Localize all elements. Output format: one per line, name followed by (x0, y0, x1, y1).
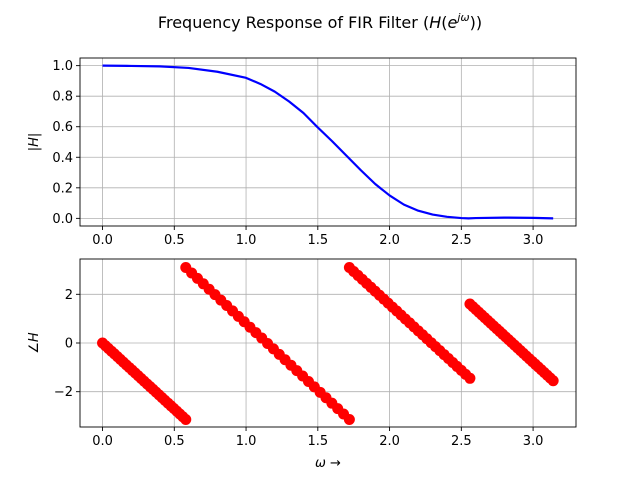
phase-point-2-28 (464, 372, 476, 384)
magnitude-xtick-label-3: 1.5 (307, 233, 328, 248)
title-main: Frequency Response of FIR Filter ( (158, 13, 429, 32)
phase-xtick-label-3: 1.5 (307, 434, 328, 449)
magnitude-xtick-label-2: 1.0 (236, 233, 257, 248)
title-exponent: jω (455, 11, 469, 24)
figure-title: Frequency Response of FIR Filter (H(ejω)… (158, 11, 482, 32)
phase-ytick-label-0: −2 (54, 385, 73, 400)
phase-point-3-28 (547, 375, 559, 387)
magnitude-ylabel: |H| (27, 133, 42, 152)
title-paren: ( (441, 13, 447, 32)
magnitude-ytick-label-5: 1.0 (52, 59, 73, 74)
phase-ylabel: ∠H (27, 332, 42, 354)
phase-axes: 0.0 0.5 1.0 1.5 2.0 2.5 3.0 −2 0 2 (54, 258, 577, 449)
magnitude-ytick-label-4: 0.8 (52, 90, 73, 105)
phase-point-0-28 (180, 413, 192, 425)
phase-xtick-label-0: 0.0 (92, 434, 113, 449)
magnitude-ytick-label-0: 0.0 (52, 212, 73, 227)
magnitude-xtick-label-5: 2.5 (451, 233, 472, 248)
magnitude-frame (79, 57, 577, 227)
phase-xlabel: ω → (315, 456, 341, 471)
title-h: H (429, 13, 441, 32)
magnitude-ytick-label-3: 0.6 (52, 120, 73, 135)
magnitude-xtick-label-4: 2.0 (379, 233, 400, 248)
phase-point-1-28 (343, 413, 355, 425)
phase-ytick-label-2: 2 (65, 288, 73, 303)
phase-xtick-label-5: 2.5 (451, 434, 472, 449)
phase-xtick-label-2: 1.0 (236, 434, 257, 449)
magnitude-series-line-0 (102, 64, 554, 220)
magnitude-xtick-label-6: 3.0 (523, 233, 544, 248)
title-close: )) (470, 13, 482, 32)
magnitude-axes: 0.0 0.5 1.0 1.5 2.0 2.5 3.0 0.0 0.2 0.4 0.6 0.8 1.0 (52, 57, 577, 248)
magnitude-ytick-label-1: 0.2 (52, 181, 73, 196)
phase-xtick-label-4: 2.0 (379, 434, 400, 449)
phase-xtick-label-6: 3.0 (523, 434, 544, 449)
magnitude-ytick-label-2: 0.4 (52, 151, 73, 166)
title-e: e (447, 13, 457, 32)
magnitude-xtick-label-1: 0.5 (164, 233, 185, 248)
phase-xtick-label-1: 0.5 (164, 434, 185, 449)
magnitude-xtick-label-0: 0.0 (92, 233, 113, 248)
phase-ytick-label-1: 0 (65, 337, 73, 352)
